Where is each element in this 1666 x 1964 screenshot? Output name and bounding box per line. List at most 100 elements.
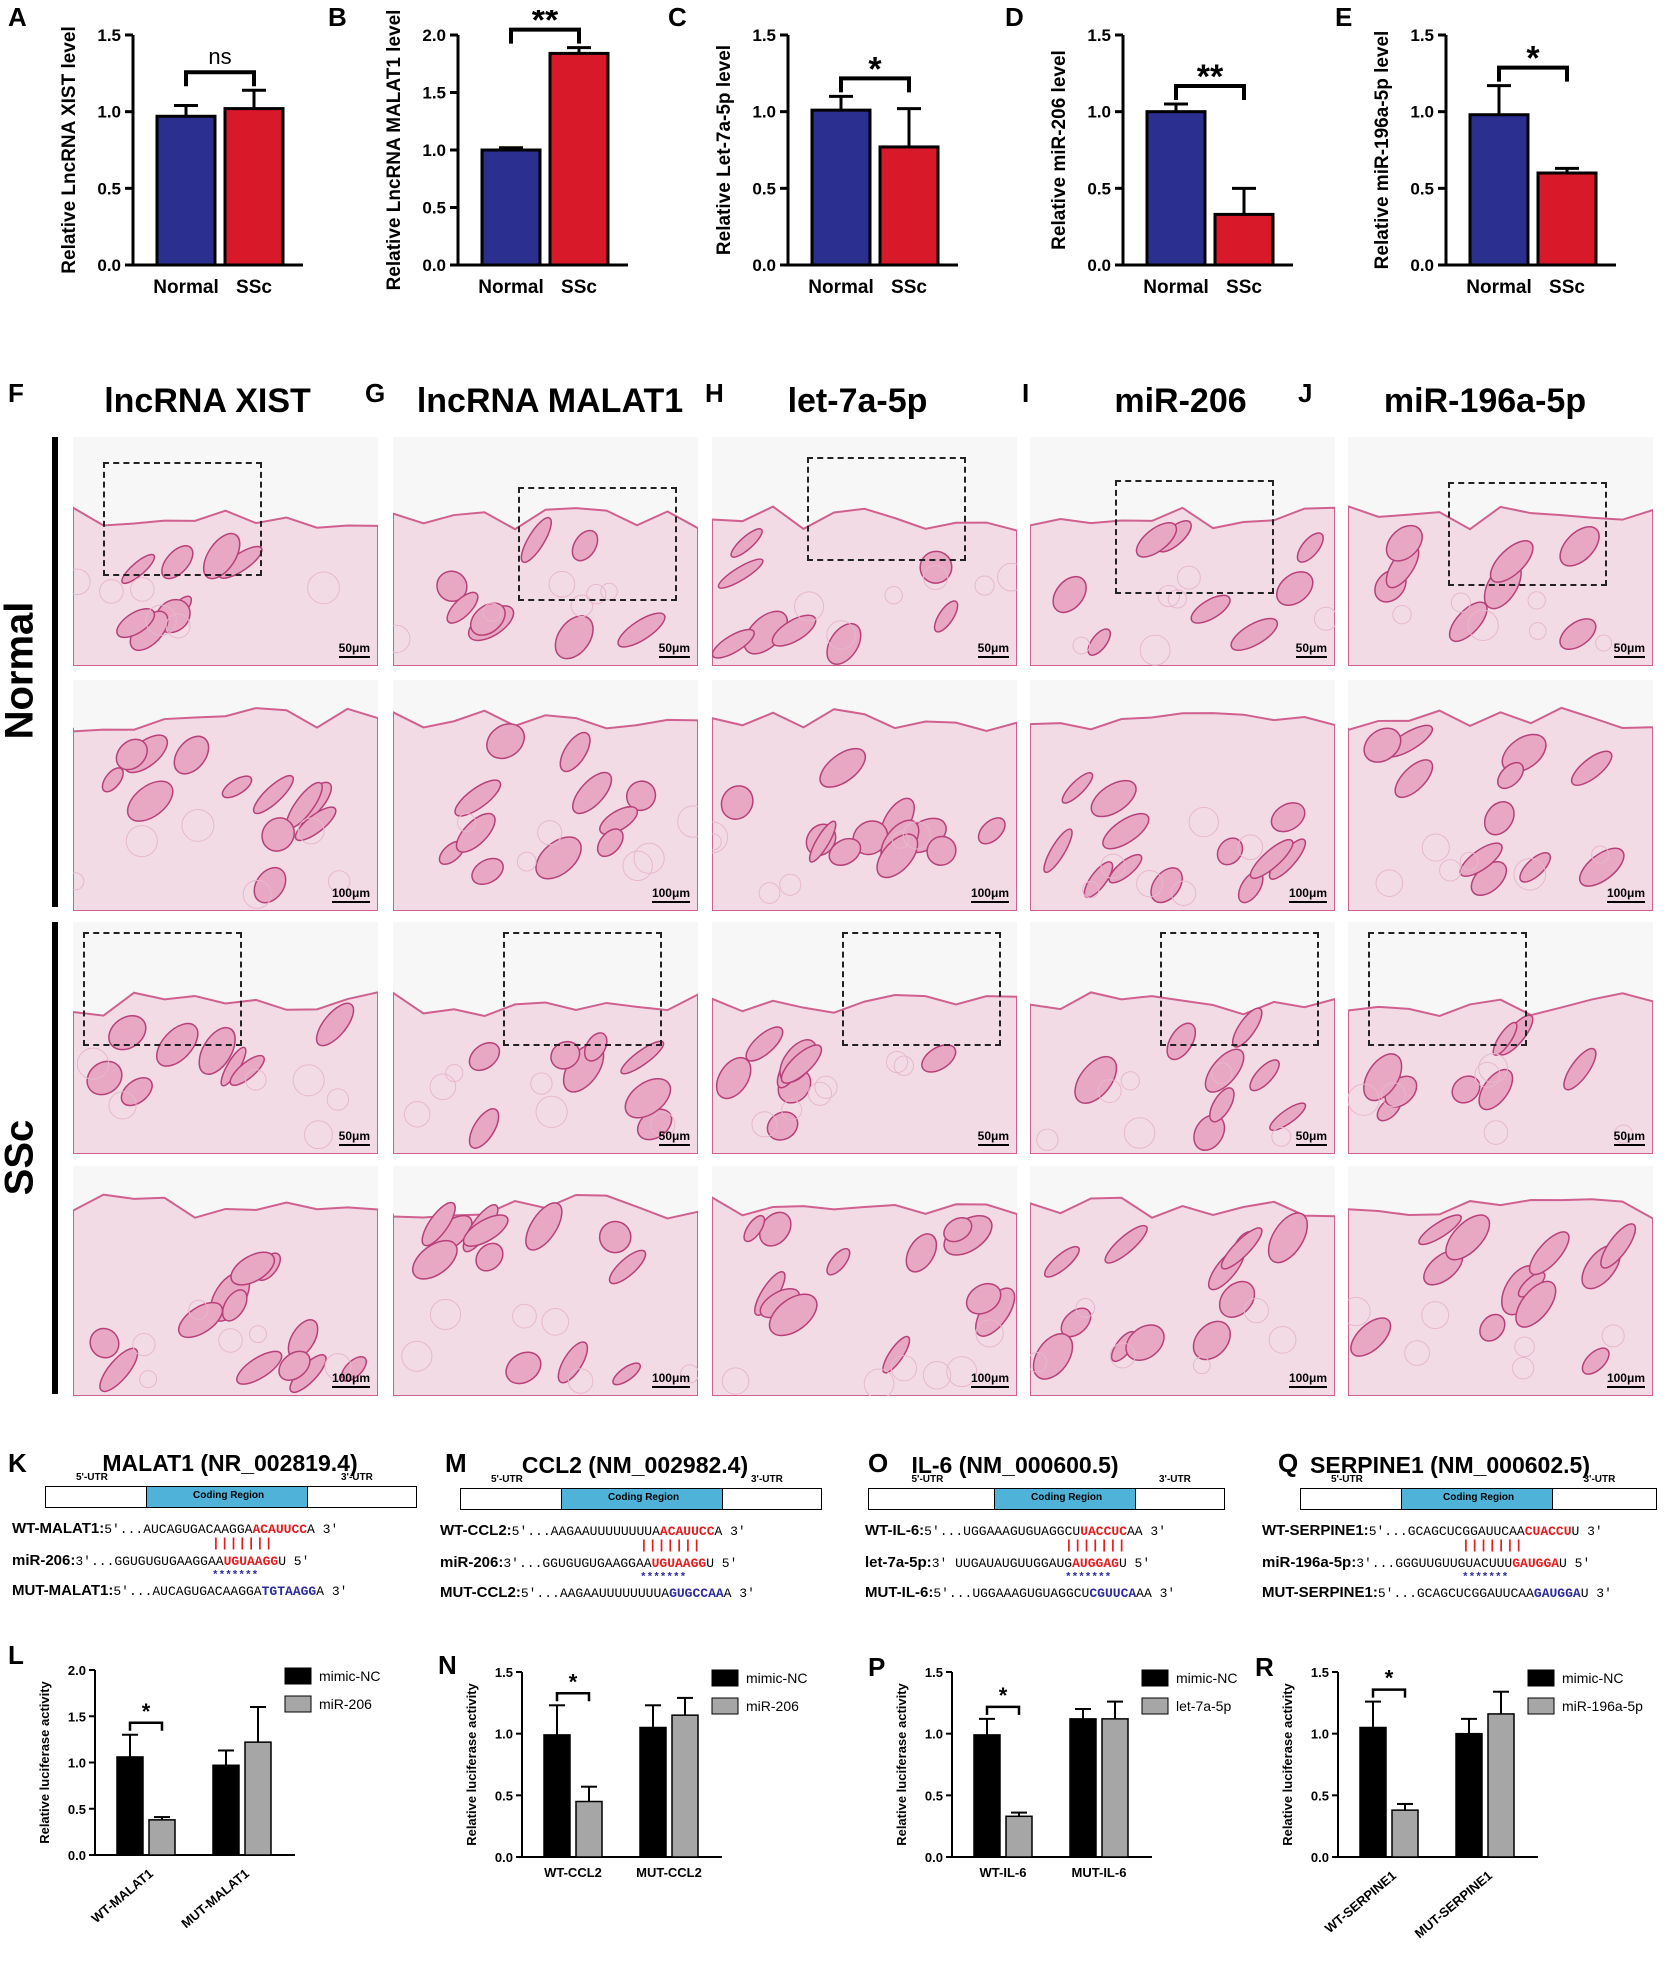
- bar-chart-c: Relative Let-7a-5p level 0.0 0.5 1.0 1.5 Norm…: [714, 26, 958, 298]
- y-tick-label: 1.5: [1311, 1665, 1329, 1680]
- legend-mimic-nc-swatch: [1141, 1669, 1169, 1687]
- y-tick-label: 0.5: [495, 1788, 513, 1803]
- category-label: SSc: [236, 277, 272, 298]
- y-tick-label: 0.0: [495, 1850, 513, 1865]
- column-header-mir206: miR-206: [1114, 382, 1247, 420]
- utr5-label: 5'-UTR: [911, 1474, 944, 1485]
- significance-label: *: [999, 1683, 1008, 1708]
- group-label: MUT-SERPINE1: [1412, 1868, 1495, 1941]
- sequence-prefix: 5'...AUCAGUGACAAGGA: [113, 1584, 262, 1599]
- binding-site: AUGGAG: [1072, 1556, 1119, 1571]
- significance-label: *: [868, 50, 882, 88]
- y-axis-label: Relative luciferase activity: [464, 1682, 479, 1845]
- legend-mimic-nc-label: mimic-NC: [319, 1668, 380, 1684]
- coding-region-block: [994, 1489, 1136, 1509]
- sequence-label: MUT-SERPINE1:: [1262, 1584, 1378, 1601]
- significance-label: *: [1526, 40, 1540, 78]
- y-axis-label: Relative luciferase activity: [37, 1680, 52, 1843]
- y-tick-label: 0.0: [925, 1850, 943, 1865]
- sequence-label: MUT-MALAT1:: [12, 1582, 114, 1599]
- bar-mirna: [575, 1800, 603, 1858]
- bar-mirna: [244, 1741, 272, 1856]
- sequence-mir: miR-196a-5p:3'...GGGUUGUUGUACUUUGAUGGAU …: [1262, 1554, 1590, 1571]
- y-axis-label: Relative miR-196a-5p level: [1372, 31, 1393, 270]
- group-label: WT-MALAT1: [88, 1866, 156, 1926]
- mutation-stars: *******: [1065, 1572, 1112, 1584]
- utr5-label: 5'-UTR: [491, 1474, 523, 1485]
- column-header-let7a: let-7a-5p: [787, 382, 928, 420]
- sequence-wt: WT-IL-6:5'...UGGAAAGUGUAGGCUUACCUCAA 3': [865, 1522, 1166, 1539]
- legend-mirna-swatch: [1141, 1697, 1169, 1715]
- legend-mirna-label: miR-206: [319, 1696, 372, 1712]
- sequence-mut: MUT-MALAT1:5'...AUCAGUGACAAGGATGTAAGGA 3…: [12, 1582, 347, 1599]
- sequence-label: let-7a-5p:: [865, 1554, 932, 1571]
- binding-site: CGUUCA: [1089, 1586, 1137, 1601]
- panel-letter-k: K: [8, 1448, 27, 1478]
- legend-mirna-label: let-7a-5p: [1176, 1698, 1231, 1714]
- sequence-mut: MUT-IL-6:5'...UGGAAAGUGUAGGCUCGUUCAAA 3': [865, 1584, 1175, 1601]
- bar-normal: [480, 148, 542, 267]
- category-label: Normal: [1143, 277, 1208, 298]
- sequence-mir: miR-206:3'...GGUGUGUGAAGGAAUGUAAGGU 5': [440, 1554, 737, 1571]
- bar-mirna: [1101, 1718, 1129, 1858]
- y-tick-label: 1.0: [1410, 103, 1434, 122]
- coding-region-block: [561, 1489, 723, 1509]
- utr5-label: 5'-UTR: [76, 1472, 108, 1483]
- y-tick-label: 0.0: [1410, 256, 1434, 275]
- y-tick-label: 1.5: [752, 26, 776, 45]
- sequence-prefix: 3'...GGGUUGUUGUACUUU: [1356, 1556, 1513, 1571]
- panel-letter-q: Q: [1278, 1448, 1299, 1478]
- bar-mimic-nc: [973, 1734, 1001, 1858]
- utr3-label: 3'-UTR: [1159, 1474, 1191, 1485]
- bar-mimic-nc: [639, 1726, 667, 1858]
- sequence-suffix: A 3': [714, 1524, 746, 1539]
- sequence-suffix: A 3': [723, 1586, 755, 1601]
- bar-chart-a: Relative LncRNA XIST level 0.0 0.5 1.0 1.5 No…: [59, 26, 303, 298]
- panel-letter-h: H: [705, 378, 724, 408]
- bar-mirna: [1005, 1815, 1033, 1858]
- gene-title: IL-6 (NM_000600.5): [911, 1452, 1119, 1478]
- panel-letter-r: R: [1255, 1652, 1274, 1682]
- y-tick-label: 1.0: [97, 103, 121, 122]
- legend-mimic-nc-swatch: [284, 1667, 312, 1685]
- gene-structure-bar: 5'-UTR Coding Region 3'-UTR: [460, 1474, 822, 1510]
- y-tick-label: 0.5: [925, 1788, 943, 1803]
- sequence-label: WT-CCL2:: [440, 1522, 512, 1539]
- bar-chart-d: Relative miR-206 level 0.0 0.5 1.0 1.5 Normal…: [1049, 26, 1293, 298]
- bar-chart-e: Relative miR-196a-5p level 0.0 0.5 1.0 1.5 No…: [1372, 26, 1616, 298]
- sequence-label: miR-206:: [12, 1552, 76, 1569]
- base-pairing-marks: |||||||: [1065, 1538, 1127, 1553]
- significance-label: *: [142, 1699, 151, 1724]
- binding-site: ACAUUCC: [252, 1522, 308, 1537]
- legend-mirna-swatch: [711, 1697, 739, 1715]
- normal-row-bar: [52, 437, 58, 907]
- base-pairing-marks: |||||||: [640, 1538, 702, 1553]
- sequence-prefix: 3' UUGAUAUGUUGGAUG: [931, 1556, 1073, 1571]
- bar-mimic-nc: [1069, 1718, 1097, 1858]
- binding-site: GAUGGA: [1533, 1586, 1581, 1601]
- significance-bracket: [985, 1705, 1021, 1715]
- panel-letter-a: A: [8, 2, 27, 32]
- significance-bracket: [1497, 65, 1569, 82]
- panel-letter-o: O: [868, 1448, 889, 1478]
- binding-site: GAUGGA: [1512, 1556, 1560, 1571]
- binding-site: UGUAAGG: [651, 1556, 707, 1571]
- sequence-label: WT-IL-6:: [865, 1522, 925, 1539]
- bar-ssc: [548, 51, 610, 267]
- coding-region-label: Coding Region: [1443, 1492, 1515, 1503]
- sequence-mir: let-7a-5p:3' UUGAUAUGUUGGAUGAUGGAGU 5': [865, 1554, 1150, 1571]
- coding-region-label: Coding Region: [193, 1490, 265, 1501]
- significance-label: ns: [208, 44, 231, 69]
- y-tick-label: 0.5: [1087, 179, 1111, 198]
- legend-mirna-swatch: [1527, 1697, 1555, 1715]
- panel-letter-d: D: [1005, 2, 1024, 32]
- significance-bracket: [1174, 84, 1246, 100]
- bar-normal: [1468, 113, 1530, 267]
- bar-mimic-nc: [1359, 1726, 1387, 1858]
- gene-structure-bar: 5'-UTR Coding Region 3'-UTR: [868, 1474, 1225, 1510]
- significance-label: **: [1197, 58, 1224, 96]
- legend-mimic-nc-label: mimic-NC: [1176, 1670, 1237, 1686]
- category-label: SSc: [561, 277, 597, 298]
- panel-letter-i: I: [1022, 378, 1030, 408]
